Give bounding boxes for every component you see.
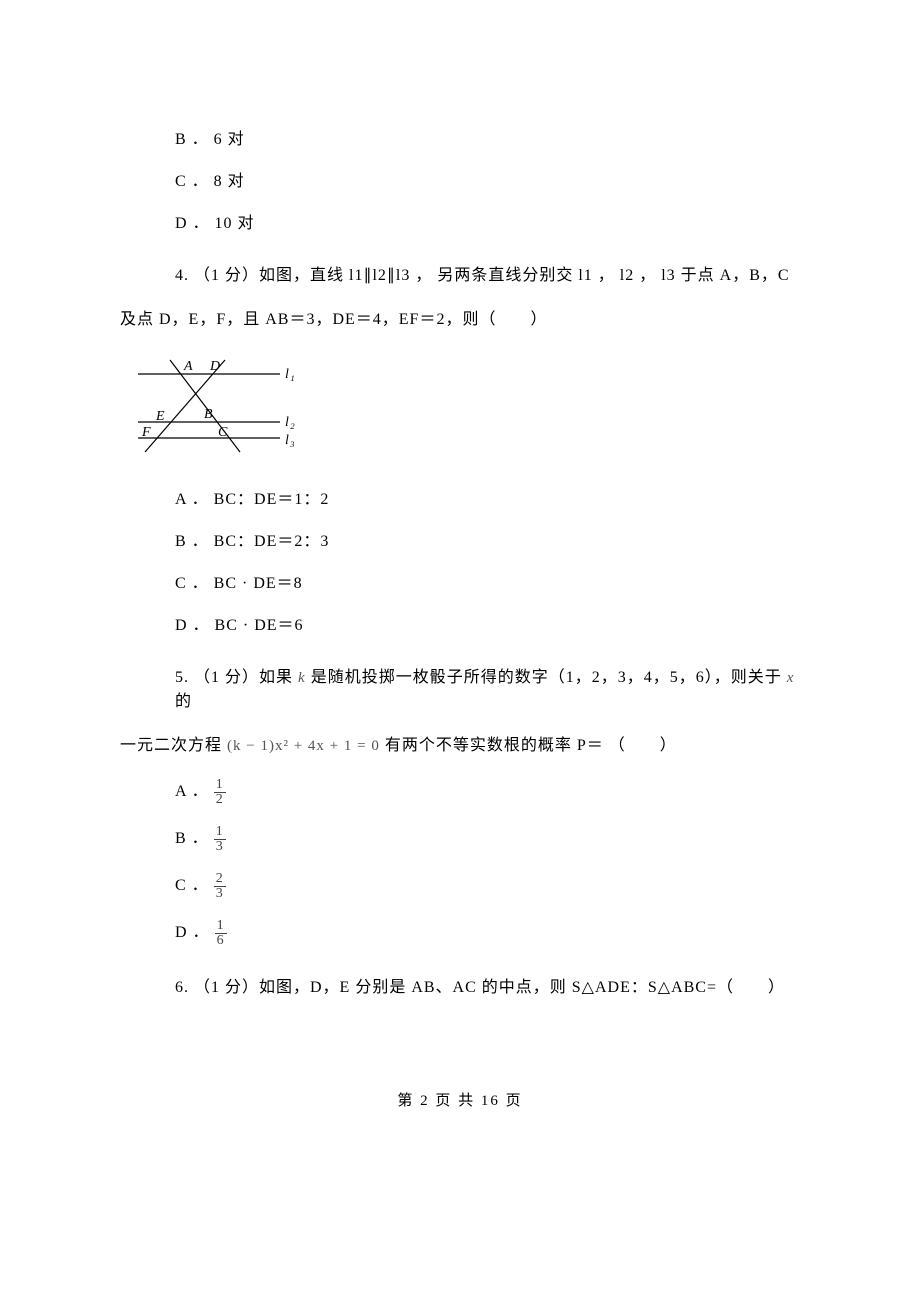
q5-option-b: B ． 13 <box>175 825 800 854</box>
q6-text: 6. （1 分）如图，D，E 分别是 AB、AC 的中点，则 S△ADE：S△A… <box>175 979 785 996</box>
q5-line2-pre: 一元二次方程 <box>120 737 227 754</box>
label-A: A <box>183 359 194 374</box>
frac-d-num: 1 <box>215 919 227 934</box>
fraction-a: 12 <box>214 778 226 807</box>
q4-option-a: A ． BC：DE＝1：2 <box>175 488 800 512</box>
q5-post-x: 的 <box>175 693 192 710</box>
q5-a-label: A ． <box>175 783 214 800</box>
label-l1: l₁ <box>285 367 296 382</box>
q5-pre-k: 5. （1 分）如果 <box>175 669 298 686</box>
q5-line2-post: 有两个不等实数根的概率 P＝ （ ） <box>380 737 677 754</box>
q5-equation: (k − 1)x² + 4x + 1 = 0 <box>227 738 380 754</box>
q4-line2: 及点 D，E，F，且 AB＝3，DE＝4，EF＝2，则（ ） <box>120 311 547 328</box>
q5-line2-wrap: 一元二次方程 (k − 1)x² + 4x + 1 = 0 有两个不等实数根的概… <box>120 734 800 758</box>
option-prev-c: C ． 8 对 <box>175 170 800 194</box>
fraction-d: 16 <box>215 919 227 948</box>
fraction-b: 13 <box>214 825 226 854</box>
frac-a-den: 2 <box>214 793 226 807</box>
frac-a-num: 1 <box>214 778 226 793</box>
parallel-lines-diagram: A D E B F C l₁ l₂ l₃ <box>130 352 320 462</box>
q5-b-label: B ． <box>175 830 214 847</box>
page-content: B ． 6 对 C ． 8 对 D ． 10 对 4. （1 分）如图，直线 l… <box>0 0 920 1153</box>
q4-line2-wrap: 及点 D，E，F，且 AB＝3，DE＝4，EF＝2，则（ ） <box>120 308 800 332</box>
label-E: E <box>155 409 166 424</box>
x-symbol: x <box>787 670 795 686</box>
q5-option-d: D ． 16 <box>175 919 800 948</box>
option-prev-b: B ． 6 对 <box>175 128 800 152</box>
q4-option-d: D ． BC · DE＝6 <box>175 614 800 638</box>
frac-d-den: 6 <box>215 934 227 948</box>
q5-d-label: D ． <box>175 924 215 941</box>
option-prev-d: D ． 10 对 <box>175 212 800 236</box>
q4-line1: 4. （1 分）如图，直线 l1∥l2∥l3 ， 另两条直线分别交 l1 ， l… <box>175 267 790 284</box>
q5-c-label: C ． <box>175 877 214 894</box>
question-6: 6. （1 分）如图，D，E 分别是 AB、AC 的中点，则 S△ADE：S△A… <box>175 976 800 1000</box>
label-C: C <box>218 425 228 440</box>
frac-b-den: 3 <box>214 840 226 854</box>
label-l2: l₂ <box>285 415 296 430</box>
q4-figure: A D E B F C l₁ l₂ l₃ <box>130 352 800 470</box>
question-4: 4. （1 分）如图，直线 l1∥l2∥l3 ， 另两条直线分别交 l1 ， l… <box>175 264 800 288</box>
label-D: D <box>209 359 221 374</box>
q5-option-a: A ． 12 <box>175 778 800 807</box>
label-l3: l₃ <box>285 433 296 448</box>
label-B: B <box>204 407 214 422</box>
label-F: F <box>141 425 152 440</box>
page-footer: 第 2 页 共 16 页 <box>120 1090 800 1113</box>
frac-c-den: 3 <box>214 887 226 901</box>
question-5: 5. （1 分）如果 k 是随机投掷一枚骰子所得的数字（1，2，3，4，5，6）… <box>175 666 800 714</box>
q4-option-c: C ． BC · DE＝8 <box>175 572 800 596</box>
frac-b-num: 1 <box>214 825 226 840</box>
fraction-c: 23 <box>214 872 226 901</box>
k-symbol: k <box>298 670 306 686</box>
frac-c-num: 2 <box>214 872 226 887</box>
q4-option-b: B ． BC：DE＝2：3 <box>175 530 800 554</box>
q5-option-c: C ． 23 <box>175 872 800 901</box>
q5-post-k: 是随机投掷一枚骰子所得的数字（1，2，3，4，5，6），则关于 <box>306 669 787 686</box>
